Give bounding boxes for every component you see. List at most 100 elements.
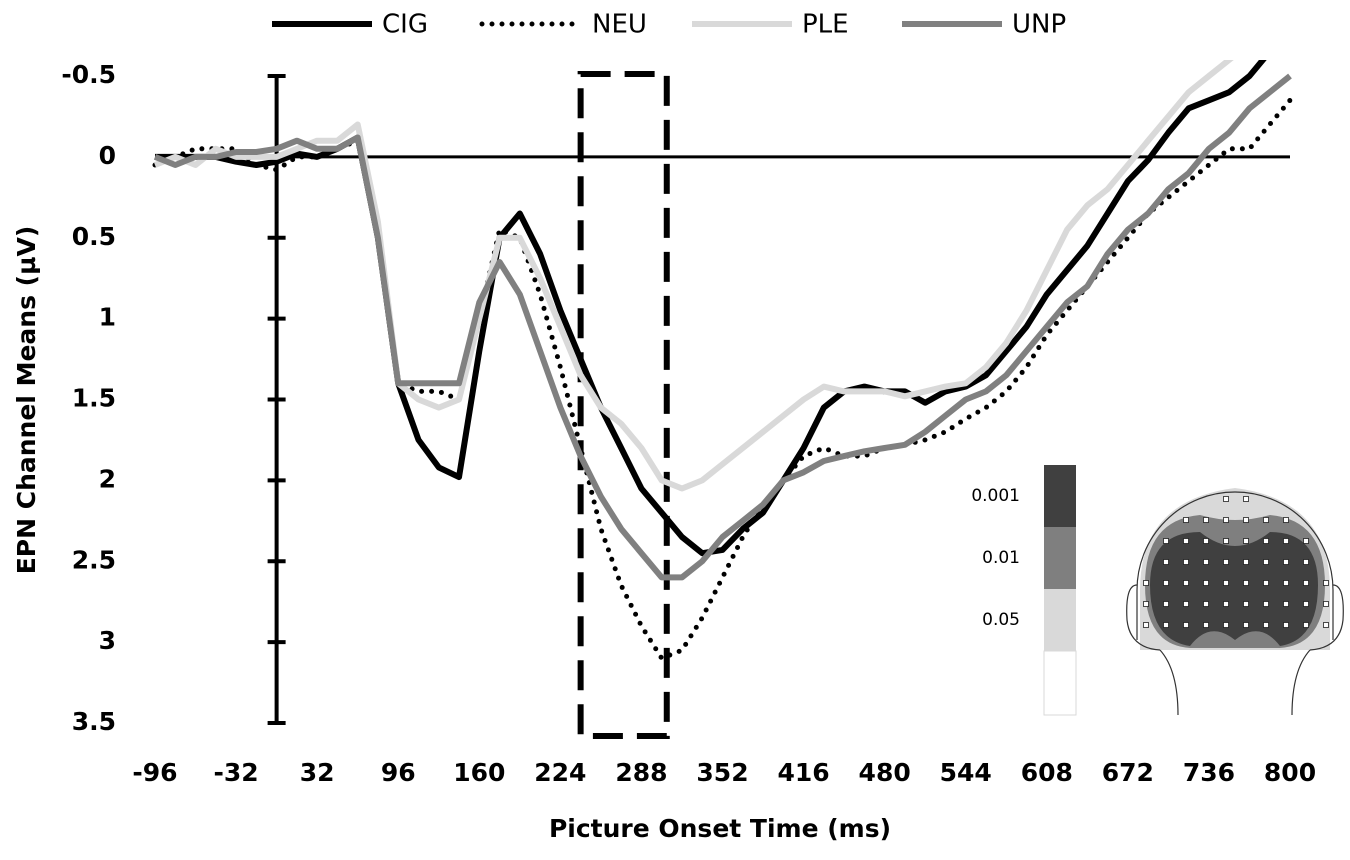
- electrode: [1243, 496, 1249, 502]
- y-tick-label: 2.5: [72, 545, 116, 574]
- electrode: [1163, 601, 1169, 607]
- y-tick-label: 1.5: [72, 384, 116, 413]
- electrode: [1143, 622, 1149, 628]
- series-line: [152, 97, 1293, 662]
- electrode: [1283, 601, 1289, 607]
- electrode: [1283, 580, 1289, 586]
- electrode: [1183, 517, 1189, 523]
- legend-label: CIG: [382, 10, 428, 40]
- electrode: [1203, 517, 1209, 523]
- electrode: [1303, 601, 1309, 607]
- x-tick-label: 224: [534, 758, 586, 787]
- x-tick-label: 352: [696, 758, 748, 787]
- electrode: [1263, 601, 1269, 607]
- electrode: [1183, 580, 1189, 586]
- y-tick-label: 0: [99, 141, 116, 170]
- electrode: [1203, 559, 1209, 565]
- electrode: [1223, 580, 1229, 586]
- region-0001: [1150, 532, 1318, 646]
- y-tick-label: 1: [99, 303, 116, 332]
- electrode: [1243, 580, 1249, 586]
- electrode: [1203, 601, 1209, 607]
- x-tick-label: -96: [132, 758, 177, 787]
- electrode: [1243, 559, 1249, 565]
- x-tick-label: 96: [381, 758, 416, 787]
- electrode: [1323, 580, 1329, 586]
- legend-label: NEU: [592, 10, 647, 40]
- legend-label: UNP: [1012, 10, 1066, 40]
- scale-label: 0.001: [971, 486, 1020, 506]
- electrode: [1223, 601, 1229, 607]
- electrode: [1243, 538, 1249, 544]
- electrode: [1243, 601, 1249, 607]
- y-tick-label: 3: [99, 626, 116, 655]
- electrode: [1243, 622, 1249, 628]
- scale-swatch: [1044, 465, 1076, 527]
- electrode: [1223, 622, 1229, 628]
- scale-swatch: [1044, 589, 1076, 651]
- y-tick-label: 2: [99, 464, 116, 493]
- y-tick-label: 0.5: [72, 222, 116, 251]
- electrode: [1163, 622, 1169, 628]
- electrode: [1303, 580, 1309, 586]
- electrode: [1143, 580, 1149, 586]
- electrode: [1303, 538, 1309, 544]
- x-tick-label: 544: [940, 758, 992, 787]
- y-tick-label: 3.5: [72, 707, 116, 736]
- electrode: [1183, 538, 1189, 544]
- electrode: [1323, 622, 1329, 628]
- electrode: [1263, 580, 1269, 586]
- electrode: [1203, 622, 1209, 628]
- electrode: [1183, 622, 1189, 628]
- x-tick-label: 32: [300, 758, 335, 787]
- x-axis-title: Picture Onset Time (ms): [549, 814, 891, 843]
- electrode: [1283, 517, 1289, 523]
- scale-label: 0.05: [982, 610, 1020, 630]
- head-outline: [1136, 491, 1334, 640]
- y-axis-title: EPN Channel Means (µV): [12, 226, 41, 575]
- topography-inset: 0.001 0.01 0.05: [971, 465, 1344, 716]
- electrode: [1243, 517, 1249, 523]
- electrode: [1163, 538, 1169, 544]
- electrode: [1283, 559, 1289, 565]
- x-tick-label: 672: [1102, 758, 1154, 787]
- x-tick-label: 288: [615, 758, 667, 787]
- head-map: [1126, 488, 1344, 716]
- plot-lines: [152, 60, 1293, 662]
- x-tick-label: 160: [453, 758, 505, 787]
- electrode: [1183, 601, 1189, 607]
- electrode: [1183, 559, 1189, 565]
- electrode: [1203, 538, 1209, 544]
- electrode: [1223, 538, 1229, 544]
- electrode: [1283, 622, 1289, 628]
- scale-label: 0.01: [982, 548, 1020, 568]
- electrode: [1143, 601, 1149, 607]
- electrode: [1223, 559, 1229, 565]
- electrode: [1223, 517, 1229, 523]
- x-tick-label: 480: [859, 758, 911, 787]
- highlight-window: [577, 71, 670, 739]
- y-tick-label: -0.5: [61, 60, 116, 89]
- x-tick-label: -32: [213, 758, 258, 787]
- electrodes: [1143, 496, 1329, 628]
- electrode: [1203, 580, 1209, 586]
- series-line: [155, 60, 1267, 557]
- x-tick-label: 800: [1264, 758, 1316, 787]
- electrode: [1163, 559, 1169, 565]
- scale-box: [1043, 650, 1077, 716]
- x-tick-label: 608: [1021, 758, 1073, 787]
- electrode: [1303, 622, 1309, 628]
- electrode: [1263, 622, 1269, 628]
- electrode: [1283, 538, 1289, 544]
- x-tick-label: 416: [777, 758, 829, 787]
- electrode: [1263, 538, 1269, 544]
- series-line: [153, 60, 1234, 492]
- legend-label: PLE: [802, 10, 849, 40]
- electrode: [1163, 580, 1169, 586]
- series-line: [153, 73, 1292, 581]
- neck: [1159, 649, 1311, 716]
- electrode: [1263, 517, 1269, 523]
- scale-swatch: [1044, 527, 1076, 589]
- electrode: [1263, 559, 1269, 565]
